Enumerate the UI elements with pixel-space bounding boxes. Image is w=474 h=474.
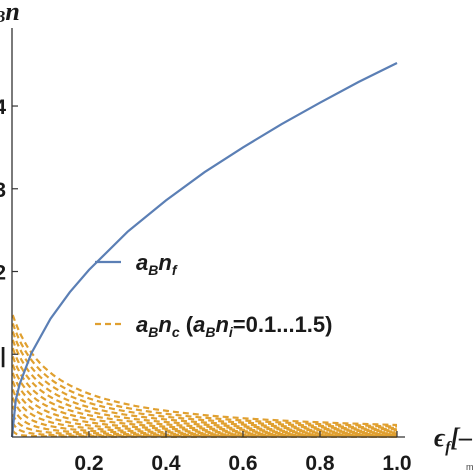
y-axis-label: Bn xyxy=(0,0,20,26)
nc-curve-9 xyxy=(11,355,398,433)
nc-curve-10 xyxy=(11,347,398,432)
y-ticks: 4 3 2 | xyxy=(0,96,18,367)
curves-layer xyxy=(10,62,398,438)
y-axis-label-sub: B xyxy=(0,7,5,26)
nc-curve-4 xyxy=(11,397,398,437)
y-tick-label-2: 2 xyxy=(0,262,6,285)
nc-curve-13 xyxy=(11,323,398,428)
y-tick-label-3: | xyxy=(0,344,6,367)
x-axis-label-unit: m xyxy=(466,462,474,472)
nc-curve-14 xyxy=(11,314,398,427)
nc-curve-12 xyxy=(11,331,398,429)
nc-curve-7 xyxy=(11,372,398,435)
legend-label-nc: aBnc (aBni=0.1...1.5) xyxy=(136,312,332,340)
nc-curve-0 xyxy=(11,429,397,438)
x-tick-label-0: 0.2 xyxy=(74,452,103,474)
x-tick-label-3: 0.8 xyxy=(305,452,335,474)
nc-curve-8 xyxy=(11,364,398,434)
nc-curve-11 xyxy=(11,339,398,431)
y-tick-label-0: 4 xyxy=(0,96,6,119)
x-tick-label-1: 0.4 xyxy=(151,452,181,474)
y-tick-label-1: 3 xyxy=(0,179,6,202)
nc-curve-5 xyxy=(11,388,398,437)
x-axis-label: ϵf[– xyxy=(434,423,472,456)
x-tick-label-4: 1.0 xyxy=(382,452,411,474)
x-axis-label-tail: [– xyxy=(451,423,473,452)
legend-label-nf: aBnf xyxy=(136,250,178,278)
nc-curve-6 xyxy=(11,380,398,436)
x-tick-label-2: 0.6 xyxy=(228,452,257,474)
nf-curve xyxy=(10,62,398,438)
y-axis-label-main: n xyxy=(5,0,19,26)
legend: aBnf aBnc (aBni=0.1...1.5) xyxy=(95,250,332,340)
x-ticks: 0.2 0.4 0.6 0.8 1.0 xyxy=(74,431,412,474)
x-axis-label-main: ϵ xyxy=(434,423,446,452)
x-axis-label-sub: f xyxy=(445,439,452,456)
